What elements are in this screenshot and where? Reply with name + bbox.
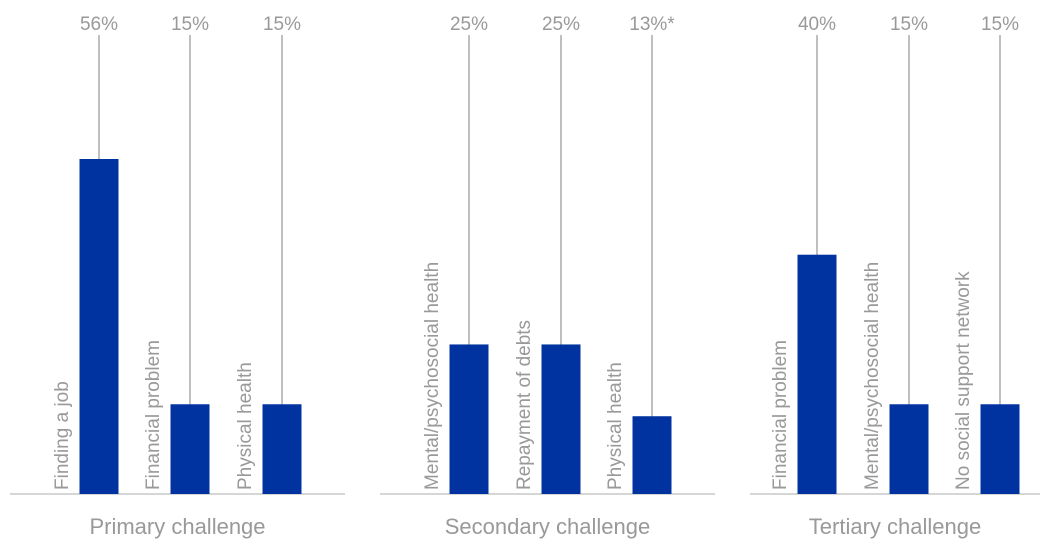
- bar-1-1: [79, 159, 119, 494]
- bar-2-3: [632, 416, 672, 494]
- value-label-3-2: 15%: [890, 14, 928, 35]
- category-label-3-3: No social support network: [953, 271, 974, 490]
- panel-title-2: Secondary challenge: [445, 514, 650, 539]
- value-label-1-2: 15%: [171, 14, 209, 35]
- category-label-2-1: Mental/psychosocial health: [422, 262, 443, 490]
- category-label-1-2: Financial problem: [143, 340, 164, 490]
- category-label-1-1: Finding a job: [52, 381, 73, 490]
- bar-2-2: [541, 344, 581, 494]
- category-label-1-3: Physical health: [235, 362, 256, 490]
- value-label-1-1: 56%: [80, 14, 118, 35]
- value-label-3-3: 15%: [981, 14, 1019, 35]
- bar-2-1: [449, 344, 489, 494]
- value-label-2-1: 25%: [450, 14, 488, 35]
- bar-3-2: [889, 404, 929, 494]
- bar-3-3: [980, 404, 1020, 494]
- category-label-3-2: Mental/psychosocial health: [862, 262, 883, 490]
- category-label-2-2: Repayment of debts: [514, 320, 535, 490]
- value-label-3-1: 40%: [798, 14, 836, 35]
- panel-title-1: Primary challenge: [89, 514, 265, 539]
- value-label-2-2: 25%: [542, 14, 580, 35]
- value-label-1-3: 15%: [263, 14, 301, 35]
- value-label-2-3: 13%*: [629, 14, 675, 35]
- bar-1-3: [262, 404, 302, 494]
- category-label-3-1: Financial problem: [770, 340, 791, 490]
- category-label-2-3: Physical health: [605, 362, 626, 490]
- bar-1-2: [170, 404, 210, 494]
- panel-title-3: Tertiary challenge: [809, 514, 981, 539]
- bar-3-1: [797, 254, 837, 494]
